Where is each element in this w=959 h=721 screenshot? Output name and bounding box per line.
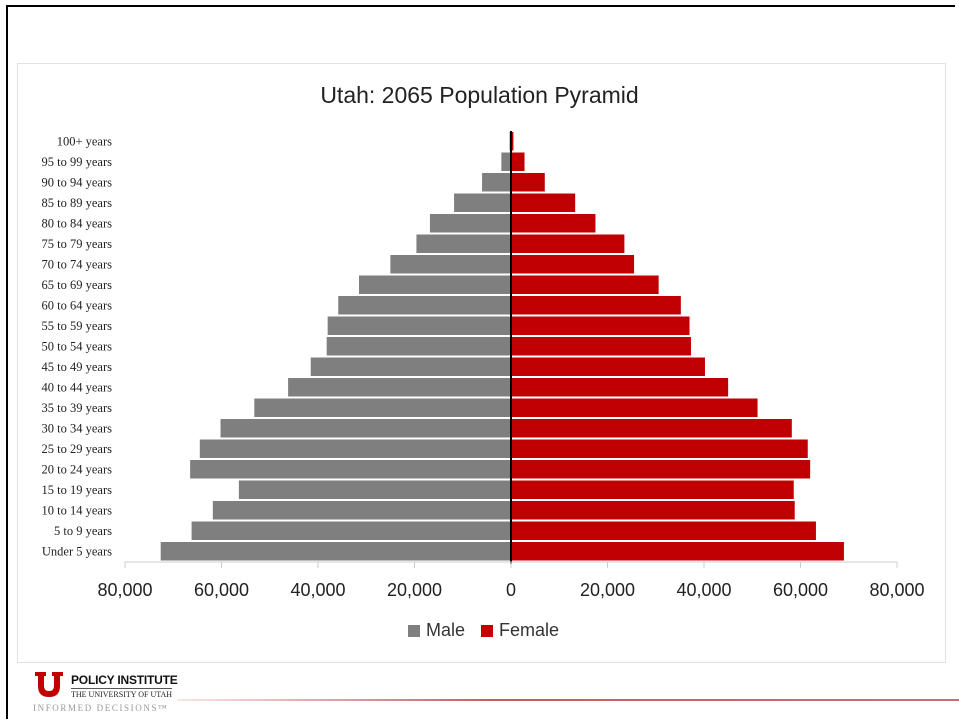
category-label-10: 50 to 54 years xyxy=(42,340,113,354)
female-bar-19 xyxy=(511,521,816,540)
female-bar-11 xyxy=(511,357,705,376)
category-label-20: Under 5 years xyxy=(42,545,112,559)
category-label-1: 95 to 99 years xyxy=(42,155,113,169)
male-bar-17 xyxy=(238,480,511,499)
male-bar-12 xyxy=(288,378,511,397)
male-bar-9 xyxy=(327,316,511,335)
female-bar-15 xyxy=(511,439,808,458)
male-bar-13 xyxy=(254,398,511,417)
male-bar-14 xyxy=(220,419,511,438)
category-label-12: 40 to 44 years xyxy=(42,381,113,395)
slide-frame xyxy=(6,5,955,719)
female-bar-14 xyxy=(511,419,792,438)
category-label-6: 70 to 74 years xyxy=(42,258,113,272)
male-bar-16 xyxy=(190,460,511,479)
female-bar-0 xyxy=(511,132,514,151)
university-u-logo-icon xyxy=(35,672,63,697)
category-label-2: 90 to 94 years xyxy=(42,176,113,190)
footer-rule xyxy=(178,699,959,701)
logo-tagline: INFORMED DECISIONS™ xyxy=(33,703,169,713)
male-bar-6 xyxy=(390,255,511,274)
female-bar-10 xyxy=(511,337,691,356)
female-bar-6 xyxy=(511,255,635,274)
x-tick-label-7: 60,000 xyxy=(773,580,828,600)
category-label-9: 55 to 59 years xyxy=(42,319,113,333)
category-label-5: 75 to 79 years xyxy=(42,237,113,251)
male-bar-5 xyxy=(416,234,511,253)
category-label-15: 25 to 29 years xyxy=(42,442,113,456)
female-bar-8 xyxy=(511,296,681,315)
category-label-3: 85 to 89 years xyxy=(42,196,113,210)
male-bar-10 xyxy=(326,337,511,356)
logo-name: POLICY INSTITUTE xyxy=(71,673,178,687)
chart-title: Utah: 2065 Population Pyramid xyxy=(320,82,639,108)
male-bar-19 xyxy=(191,521,511,540)
female-bar-17 xyxy=(511,480,794,499)
x-tick-label-0: 80,000 xyxy=(97,580,152,600)
female-bar-5 xyxy=(511,234,625,253)
female-bar-12 xyxy=(511,378,729,397)
x-tick-label-6: 40,000 xyxy=(676,580,731,600)
category-label-18: 10 to 14 years xyxy=(42,504,113,518)
female-bar-18 xyxy=(511,501,795,520)
category-label-0: 100+ years xyxy=(57,135,112,149)
female-bar-9 xyxy=(511,316,690,335)
male-bar-1 xyxy=(501,152,511,171)
male-bar-18 xyxy=(212,501,511,520)
male-bar-2 xyxy=(482,173,511,192)
legend-female-label: Female xyxy=(499,620,560,640)
x-tick-label-2: 40,000 xyxy=(290,580,345,600)
male-bar-3 xyxy=(454,193,511,212)
category-label-16: 20 to 24 years xyxy=(42,463,113,477)
x-tick-label-5: 20,000 xyxy=(580,580,635,600)
female-bar-13 xyxy=(511,398,758,417)
x-tick-label-4: 0 xyxy=(506,580,516,600)
category-label-19: 5 to 9 years xyxy=(54,524,112,538)
legend-male-swatch xyxy=(408,624,420,637)
male-bar-20 xyxy=(160,542,511,561)
legend-male-label: Male xyxy=(426,620,466,640)
x-tick-label-3: 20,000 xyxy=(387,580,442,600)
male-bar-4 xyxy=(429,214,511,233)
category-label-8: 60 to 64 years xyxy=(42,299,113,313)
female-bar-7 xyxy=(511,275,659,294)
female-bar-4 xyxy=(511,214,596,233)
x-tick-label-8: 80,000 xyxy=(869,580,924,600)
male-bar-7 xyxy=(359,275,511,294)
category-label-13: 35 to 39 years xyxy=(42,401,113,415)
female-bar-20 xyxy=(511,542,844,561)
male-bar-15 xyxy=(199,439,511,458)
female-bar-16 xyxy=(511,460,811,479)
logo-university: THE UNIVERSITY OF UTAH xyxy=(71,688,173,699)
female-bar-3 xyxy=(511,193,576,212)
legend-female: Female xyxy=(481,620,559,641)
female-bar-1 xyxy=(511,152,525,171)
category-label-14: 30 to 34 years xyxy=(42,422,113,436)
male-bar-8 xyxy=(338,296,511,315)
category-label-17: 15 to 19 years xyxy=(42,483,113,497)
x-tick-label-1: 60,000 xyxy=(194,580,249,600)
male-bar-11 xyxy=(310,357,511,376)
female-bar-2 xyxy=(511,173,545,192)
legend-female-swatch xyxy=(481,624,493,637)
legend-male: Male xyxy=(408,620,465,641)
category-label-11: 45 to 49 years xyxy=(42,360,113,374)
category-label-7: 65 to 69 years xyxy=(42,278,113,292)
category-label-4: 80 to 84 years xyxy=(42,217,113,231)
